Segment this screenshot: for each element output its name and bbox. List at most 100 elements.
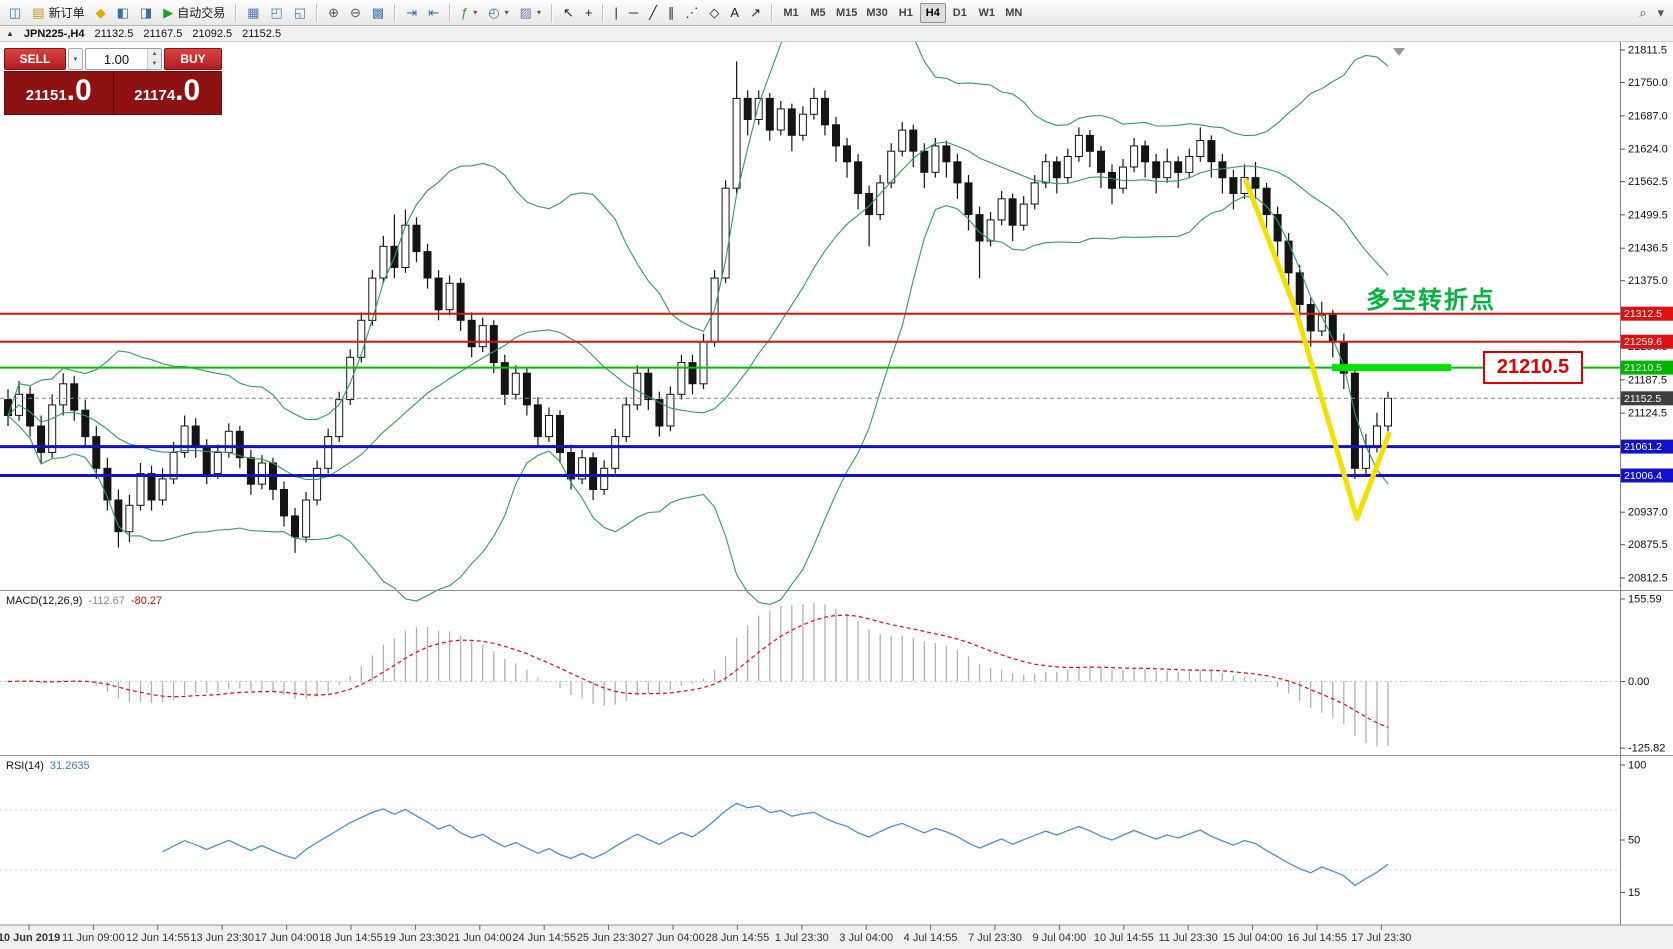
support-highlight-bar[interactable] (1332, 364, 1451, 372)
symbol-period-label: JPN225-,H4 (23, 27, 85, 40)
macd-signal-value: -80.27 (130, 595, 163, 607)
timeframe-w1-button[interactable]: W1 (974, 3, 1000, 23)
toolbar-equidistant-channel-button[interactable]: ∥ (663, 3, 680, 23)
candle (876, 175, 885, 220)
time-axis-label: 25 Jun 23:30 (577, 932, 641, 944)
price-scale-label: 21811.5 (1628, 45, 1667, 57)
time-axis-label: 11 Jun 09:00 (62, 932, 125, 944)
toolbar-indicators-button[interactable]: ƒ ▾ (456, 3, 482, 23)
rsi-scale-label: 15 (1628, 887, 1640, 899)
toolbar-templates-button[interactable]: ▨ ▾ (515, 3, 546, 23)
candle-body (235, 430, 244, 459)
candle (335, 391, 344, 442)
toolbar-horizontal-line-button[interactable]: ─ (624, 3, 643, 23)
toolbar-new-order-button[interactable]: ▤ 新订单 (27, 3, 89, 23)
candle (931, 138, 940, 178)
candle (964, 175, 973, 231)
timeframe-m15-button[interactable]: M15 (832, 3, 861, 23)
price-chart-canvas[interactable]: 21811.5 21750.0 21687.0 21624.0 21562.5 21499… (0, 42, 1673, 949)
candle-body (1108, 171, 1116, 189)
toolbar-crosshair-button[interactable]: + (580, 3, 598, 23)
sell-button[interactable]: SELL (4, 48, 66, 70)
candle-body (942, 145, 951, 163)
toolbar-zoom-out-button[interactable]: ⊖ (345, 3, 366, 23)
candle (445, 275, 454, 316)
timeframe-mn-button[interactable]: MN (1001, 3, 1027, 23)
candle-body (622, 404, 631, 438)
trend-zigzag-drawing[interactable] (1243, 178, 1392, 521)
candle (302, 492, 311, 543)
toolbar-text-button[interactable]: A (725, 3, 744, 23)
cursor-icon: ↖ (562, 5, 574, 20)
candle-body (180, 425, 189, 453)
timeframe-h4-button[interactable]: H4 (919, 2, 946, 23)
turning-point-annotation[interactable]: 多空转折点 (1366, 287, 1496, 314)
toolbar-arrows-button[interactable]: ↗ (745, 3, 766, 23)
toolbar-chart-shift-button[interactable]: ⇤ (423, 3, 444, 23)
candle (1052, 156, 1061, 194)
toolbar-navigator-button[interactable]: ◨ (135, 3, 157, 23)
toolbar-grid-button[interactable]: ▩ (367, 3, 389, 23)
volume-dropdown-button[interactable]: ▾ (68, 48, 83, 70)
candle-body (489, 325, 498, 364)
toolbar-shapes-button[interactable]: ◇ (704, 3, 724, 23)
timeframe-m1-button[interactable]: M1 (778, 3, 804, 23)
toolbar-more-tools-button[interactable]: ▾ (1652, 3, 1669, 23)
candle-body (1085, 134, 1094, 152)
toolbar-profiles-button[interactable]: ◆ (91, 3, 111, 23)
toolbar-cursor-button[interactable]: ↖ (558, 3, 579, 23)
candle-body (70, 383, 79, 411)
candle-body (821, 97, 829, 126)
toolbar-zoom-in-button[interactable]: ⊕ (323, 3, 344, 23)
macd-scale-label: 155.59 (1628, 594, 1662, 606)
candle-body (567, 452, 575, 480)
candle-body (600, 467, 609, 490)
vertical-line-icon: | (614, 5, 618, 20)
toolbar-vertical-line-button[interactable]: | (609, 3, 622, 23)
volume-increase-button[interactable]: ▲ (148, 49, 161, 59)
price-divider (112, 72, 114, 114)
timeframe-m5-button[interactable]: M5 (805, 3, 831, 23)
candle-body (59, 383, 68, 406)
candle (70, 375, 79, 421)
toolbar-search-button[interactable]: ⌕ (1634, 3, 1651, 23)
toolbar-tile-windows-button[interactable]: ▦ (242, 3, 264, 23)
toolbar-periods-button[interactable]: ◴ ▾ (483, 3, 513, 23)
volume-input[interactable] (86, 49, 147, 69)
candle-body (1306, 304, 1315, 332)
volume-decrease-button[interactable]: ▼ (148, 59, 161, 69)
buy-button[interactable]: BUY (164, 48, 222, 70)
candle (787, 103, 796, 152)
toolbar-market-watch-button[interactable]: ◧ (112, 3, 134, 23)
candle (600, 460, 609, 495)
candle-body (1130, 145, 1139, 168)
time-axis-label: 17 Jul 23:30 (1351, 932, 1411, 944)
price-level-badge (1621, 439, 1673, 454)
time-axis-strip (0, 925, 1673, 949)
main-toolbar: ◫ ▤ 新订单 ◆ ◧ ◨ ▶ 自动交易 ▦ ◰ ◱ ⊕ ⊖ ▩ ⇥ ⇤ ƒ ▾ ◴ ▾ ▨ ▾ ↖ + | ─ ╱ ∥ ⋰ ◇ A ↗ M1 M… (0, 0, 1673, 26)
toolbar-trendline-button[interactable]: ╱ (644, 3, 662, 23)
candle (798, 106, 807, 141)
timeframe-h1-button[interactable]: H1 (893, 3, 919, 23)
toolbar-auto-scroll-button[interactable]: ⇥ (401, 3, 422, 23)
candle (291, 508, 299, 553)
candle (136, 463, 145, 511)
toolbar-autotrading-button[interactable]: ▶ 自动交易 (158, 3, 230, 23)
candle-body (776, 108, 785, 131)
price-scale-label: 21750.0 (1628, 77, 1668, 89)
toolbar-tile-vertically-button[interactable]: ◱ (289, 3, 311, 23)
timeframe-m30-button[interactable]: M30 (862, 3, 891, 23)
price-callout-box[interactable]: 21210.5 (1483, 351, 1583, 384)
horizontal-line-icon: ─ (628, 5, 639, 20)
time-axis-label: 21 Jun 04:00 (448, 932, 512, 944)
close-value: 21152.5 (242, 27, 282, 40)
sell-price[interactable]: 21151.0 (5, 72, 113, 114)
toolbar-fibonacci-button[interactable]: ⋰ (680, 3, 703, 23)
toolbar-cascade-windows-button[interactable]: ◰ (266, 3, 288, 23)
toolbar-new-chart-button[interactable]: ◫ (4, 3, 26, 23)
candle-body (478, 325, 487, 348)
buy-price[interactable]: 21174.0 (114, 72, 222, 114)
chart-shift-marker[interactable] (1393, 48, 1405, 56)
candle (732, 61, 741, 194)
timeframe-d1-button[interactable]: D1 (947, 3, 973, 23)
